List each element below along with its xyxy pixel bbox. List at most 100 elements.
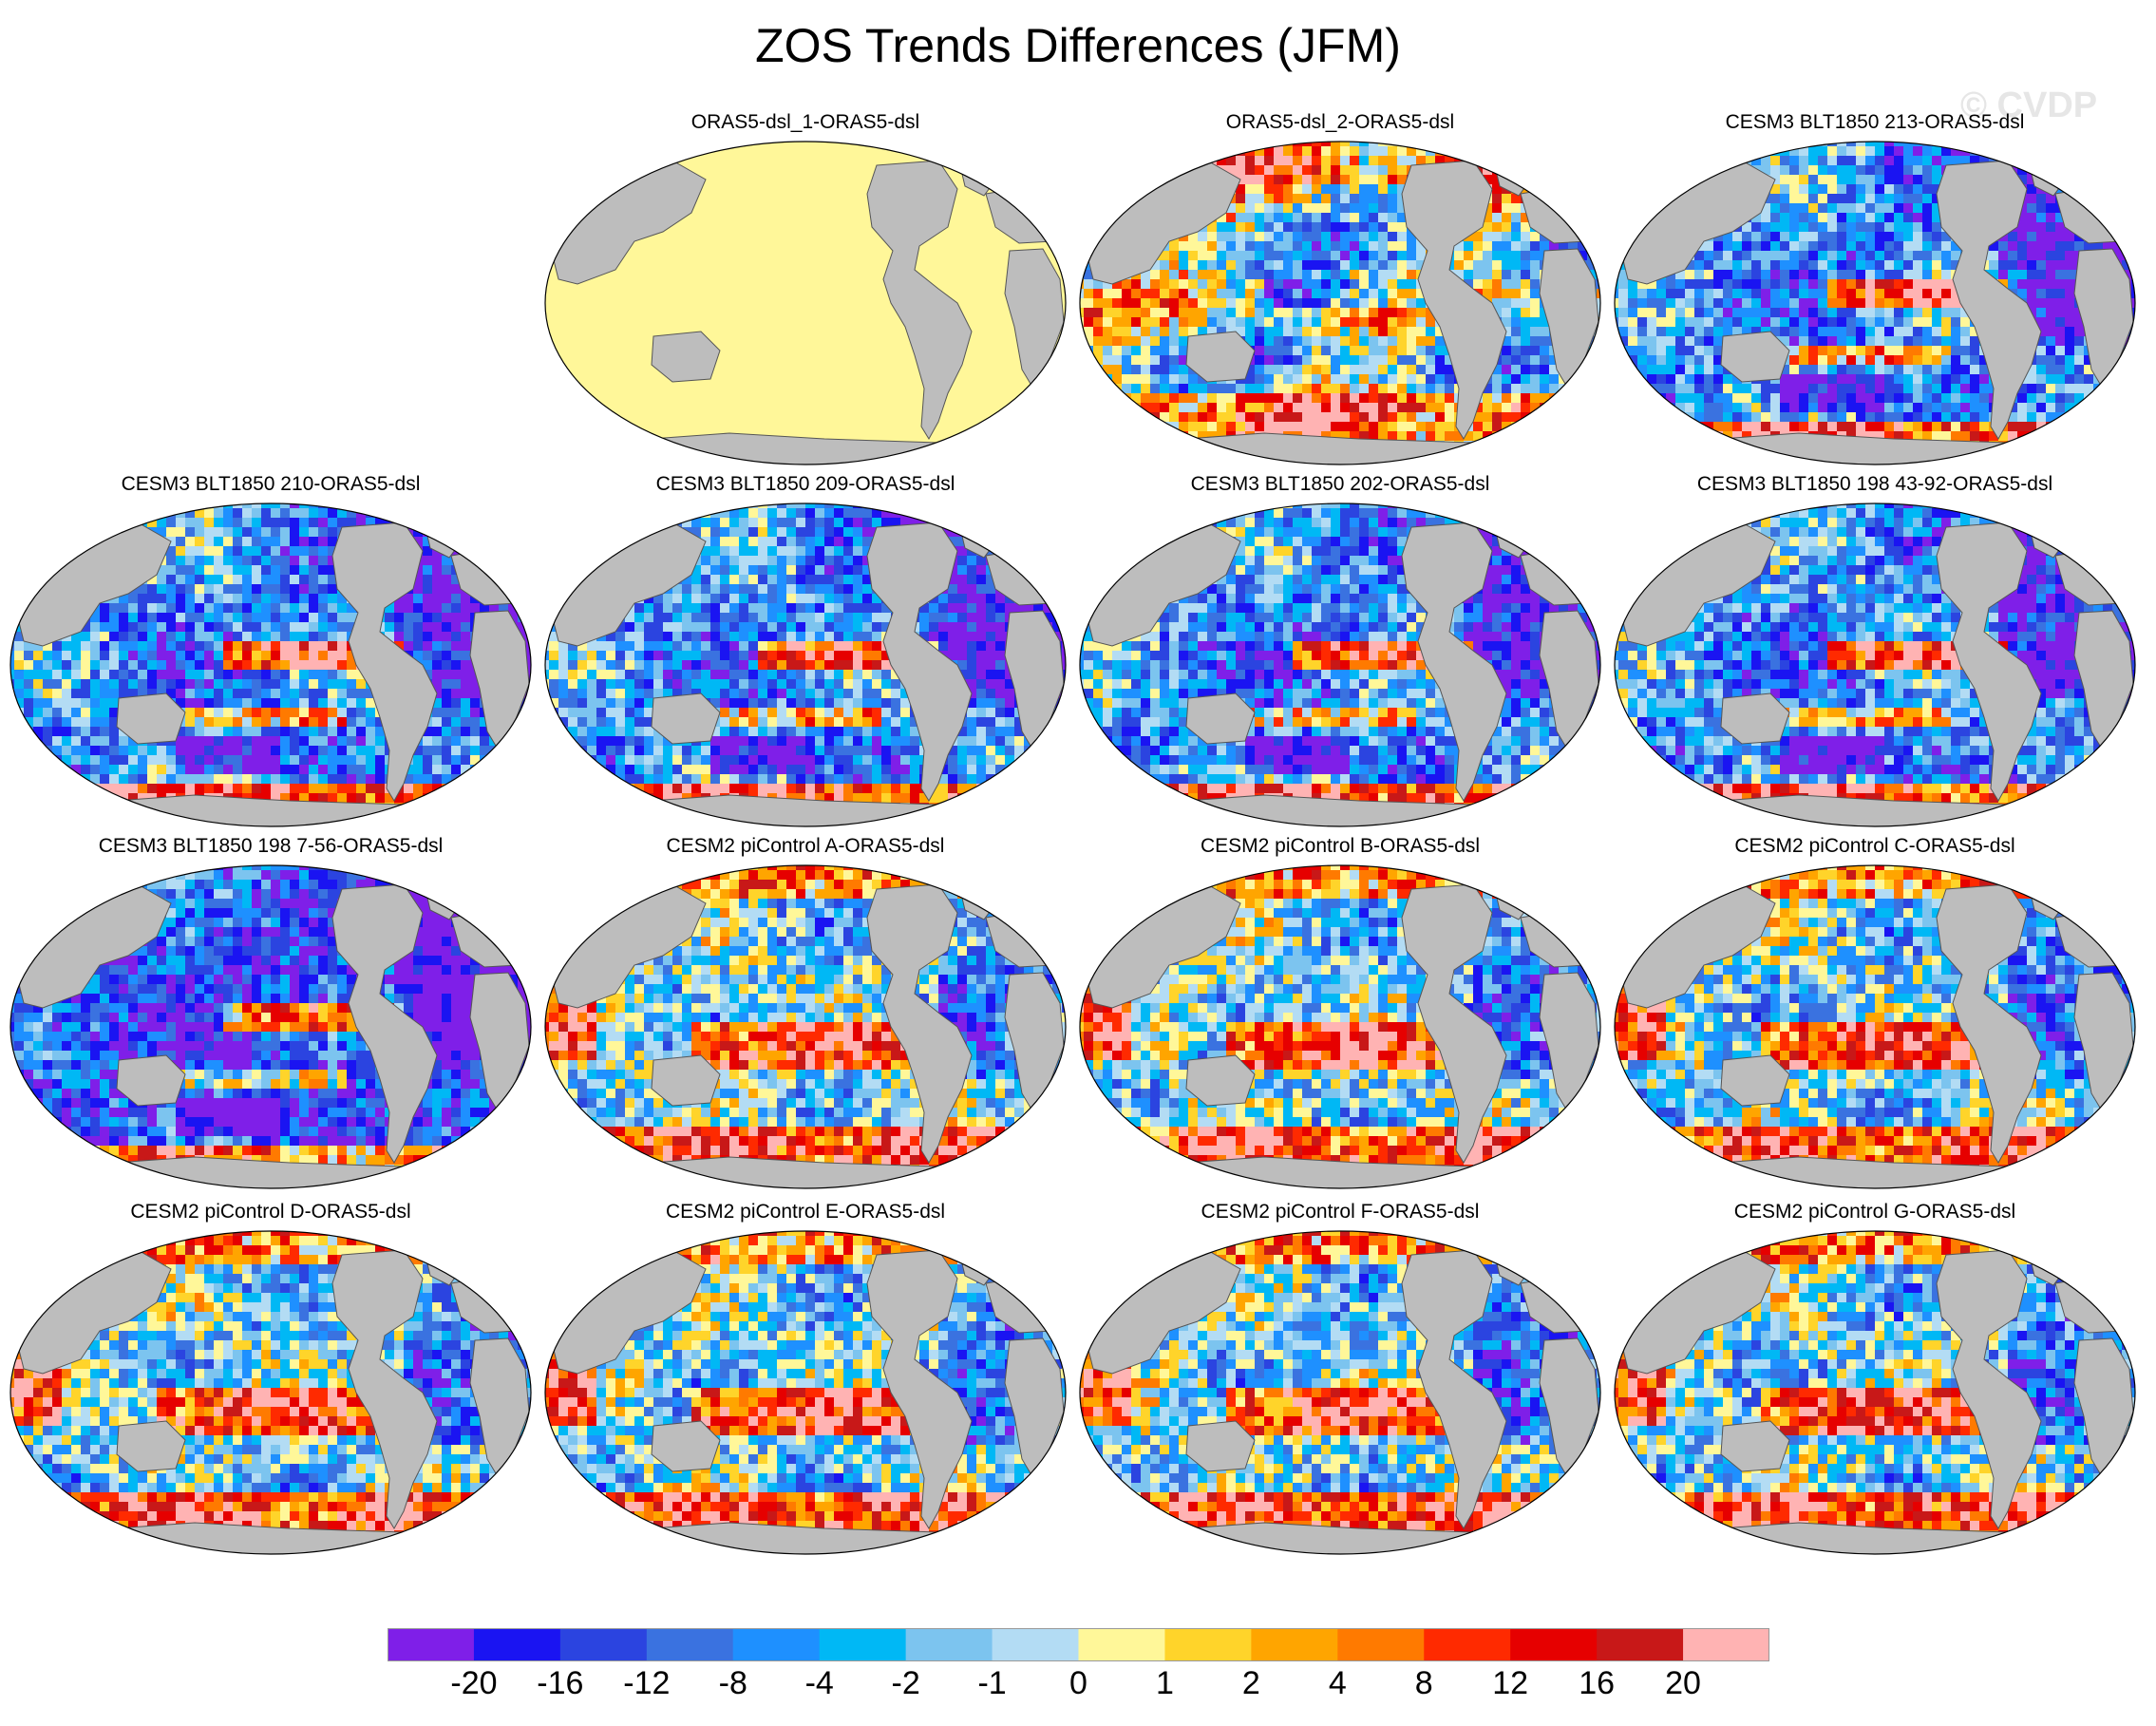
map-panel: CESM3 BLT1850 198 7-56-ORAS5-dsl xyxy=(5,834,537,1195)
ocean-field xyxy=(1080,503,1600,826)
panel-title: CESM2 piControl B-ORAS5-dsl xyxy=(1074,834,1606,859)
map-panel: CESM2 piControl E-ORAS5-dsl xyxy=(539,1200,1071,1561)
colorbar-tick-label: 4 xyxy=(1329,1664,1347,1702)
panel-title: CESM2 piControl C-ORAS5-dsl xyxy=(1609,834,2141,859)
land-mass xyxy=(1401,883,1507,1164)
colorbar-swatch xyxy=(1597,1628,1684,1661)
world-map xyxy=(1614,503,2136,827)
land-mass xyxy=(1401,160,1507,440)
land-mass xyxy=(651,331,721,383)
panel-title: CESM3 BLT1850 213-ORAS5-dsl xyxy=(1609,110,2141,135)
world-map xyxy=(9,1230,532,1555)
world-map xyxy=(1079,141,1601,465)
land-mass xyxy=(1720,692,1790,745)
colorbar-swatch xyxy=(1337,1628,1425,1661)
map-panel: ORAS5-dsl_2-ORAS5-dsl xyxy=(1074,110,1606,471)
ocean-field xyxy=(1615,503,2135,826)
colorbar-tick-label: -16 xyxy=(537,1664,583,1702)
panel-title: ORAS5-dsl_1-ORAS5-dsl xyxy=(539,110,1071,135)
panel-title: CESM3 BLT1850 202-ORAS5-dsl xyxy=(1074,472,1606,497)
colorbar-tick-label: -12 xyxy=(623,1664,670,1702)
map-border xyxy=(1614,864,2136,1189)
panel-title: CESM2 piControl A-ORAS5-dsl xyxy=(539,834,1071,859)
land-mass xyxy=(1185,331,1256,383)
world-map xyxy=(9,503,532,827)
colorbar-swatch xyxy=(1078,1628,1165,1661)
land-mass xyxy=(651,692,721,745)
land-mass xyxy=(1936,883,2042,1164)
panel-title: ORAS5-dsl_2-ORAS5-dsl xyxy=(1074,110,1606,135)
land-mass xyxy=(866,883,973,1164)
colorbar-tick-label: 1 xyxy=(1156,1664,1174,1702)
world-map xyxy=(1614,1230,2136,1555)
land-mass xyxy=(1185,1054,1256,1107)
page-title: ZOS Trends Differences (JFM) xyxy=(0,17,2156,74)
map-panel: CESM3 BLT1850 198 43-92-ORAS5-dsl xyxy=(1609,472,2141,833)
ocean-field xyxy=(1615,865,2135,1188)
land-mass xyxy=(1936,1249,2042,1529)
colorbar-swatch xyxy=(905,1628,993,1661)
ocean-field xyxy=(1615,142,2135,465)
ocean-field xyxy=(545,865,1066,1188)
land-mass xyxy=(116,1420,186,1472)
map-border xyxy=(544,1230,1067,1555)
world-map xyxy=(544,1230,1067,1555)
colorbar-tick-label: -1 xyxy=(977,1664,1006,1702)
map-border xyxy=(9,503,532,827)
ocean-field xyxy=(1080,142,1600,465)
colorbar-swatch xyxy=(1424,1628,1511,1661)
colorbar xyxy=(388,1628,1769,1661)
land-mass xyxy=(1401,1249,1507,1529)
map-border xyxy=(1079,864,1601,1189)
map-panel: CESM2 piControl D-ORAS5-dsl xyxy=(5,1200,537,1561)
map-panel: CESM2 piControl G-ORAS5-dsl xyxy=(1609,1200,2141,1561)
map-border xyxy=(1079,503,1601,827)
land-mass xyxy=(1185,1420,1256,1472)
colorbar-swatch xyxy=(1251,1628,1338,1661)
colorbar-swatch xyxy=(473,1628,561,1661)
colorbar-tick-label: -20 xyxy=(450,1664,497,1702)
world-map xyxy=(1614,141,2136,465)
panel-title: CESM3 BLT1850 198 7-56-ORAS5-dsl xyxy=(5,834,537,859)
map-border xyxy=(9,1230,532,1555)
colorbar-swatch xyxy=(732,1628,821,1661)
ocean-field xyxy=(545,142,1066,465)
colorbar-tick-label: -8 xyxy=(719,1664,747,1702)
map-panel: CESM2 piControl A-ORAS5-dsl xyxy=(539,834,1071,1195)
world-map xyxy=(1079,1230,1601,1555)
colorbar-swatch xyxy=(1683,1628,1769,1661)
map-border xyxy=(544,864,1067,1189)
panel-title: CESM2 piControl D-ORAS5-dsl xyxy=(5,1200,537,1224)
colorbar-tick-label: 2 xyxy=(1242,1664,1260,1702)
colorbar-tick-label: 8 xyxy=(1415,1664,1433,1702)
world-map xyxy=(1079,864,1601,1189)
land-mass xyxy=(1720,1420,1790,1472)
map-panel: CESM2 piControl C-ORAS5-dsl xyxy=(1609,834,2141,1195)
colorbar-swatch xyxy=(1510,1628,1598,1661)
watermark: © CVDP xyxy=(1960,85,2097,126)
colorbar-swatch xyxy=(646,1628,734,1661)
ocean-field xyxy=(1080,1231,1600,1554)
panel-title: CESM3 BLT1850 198 43-92-ORAS5-dsl xyxy=(1609,472,2141,497)
ocean-field xyxy=(10,503,531,826)
land-mass xyxy=(866,522,973,802)
land-mass xyxy=(331,522,438,802)
colorbar-swatch xyxy=(992,1628,1079,1661)
land-mass xyxy=(1720,331,1790,383)
map-panel: CESM2 piControl B-ORAS5-dsl xyxy=(1074,834,1606,1195)
map-border xyxy=(544,503,1067,827)
map-panel: CESM3 BLT1850 209-ORAS5-dsl xyxy=(539,472,1071,833)
world-map xyxy=(1614,864,2136,1189)
map-panel: CESM3 BLT1850 210-ORAS5-dsl xyxy=(5,472,537,833)
colorbar-tick-label: 0 xyxy=(1069,1664,1087,1702)
land-mass xyxy=(1185,692,1256,745)
map-panel: ORAS5-dsl_1-ORAS5-dsl xyxy=(539,110,1071,471)
map-border xyxy=(1079,1230,1601,1555)
land-mass xyxy=(116,1054,186,1107)
land-mass xyxy=(1936,522,2042,802)
ocean-field xyxy=(545,503,1066,826)
map-panel: CESM2 piControl F-ORAS5-dsl xyxy=(1074,1200,1606,1561)
land-mass xyxy=(1720,1054,1790,1107)
world-map xyxy=(1079,503,1601,827)
world-map xyxy=(544,503,1067,827)
